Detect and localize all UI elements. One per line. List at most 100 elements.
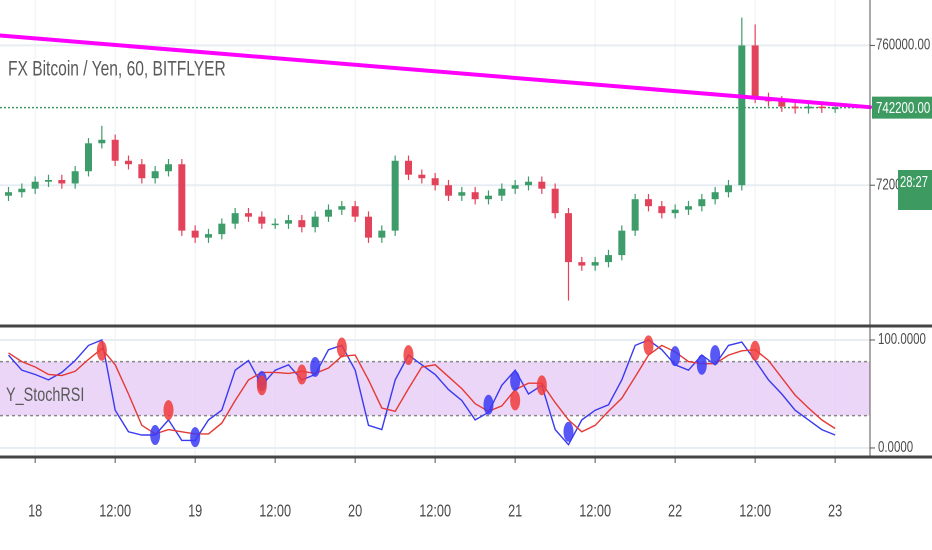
band [0,361,870,416]
candle-body [698,199,706,207]
trend-line [0,33,872,110]
candle-body [538,181,546,189]
candle-body [124,160,132,165]
signal-marker [510,390,521,411]
candle-body [591,262,599,266]
candle-body [258,216,266,224]
candle-body [71,171,79,184]
candle-body [111,139,119,161]
candle-body [498,188,506,196]
candle-body [311,216,319,228]
candle-body [218,223,226,235]
signal-marker [670,346,681,367]
candle-body [138,164,146,179]
candle-body [804,106,812,109]
candle-body [5,192,12,196]
signal-marker [536,375,547,396]
signal-marker [336,337,347,358]
last-price-box [872,96,932,119]
signal-marker [96,340,107,361]
candle-body [524,181,532,186]
candle-body [644,199,652,207]
indicator-title: Y_StochRSI [6,383,84,406]
candle-body [204,234,212,238]
candle-body [244,213,252,217]
last-price-label: 742200.00 [876,99,931,116]
candle-body [391,160,399,231]
candle-body [378,230,386,238]
x-tick-label: 12:00 [739,502,771,521]
x-tick-label: 19 [188,502,202,521]
candle-body [791,106,799,109]
candle-body [191,230,199,238]
signal-marker [510,371,521,392]
candle-body [711,192,719,200]
signal-marker [696,354,707,375]
signal-marker [750,340,761,361]
countdown-box [898,170,932,210]
candle-body [178,164,186,231]
candle-body [458,192,466,196]
candle-body [151,171,159,179]
candle-body [418,174,426,179]
candle-body [364,216,372,238]
signal-marker [710,345,721,366]
candle-body [671,209,679,214]
signal-marker [403,345,414,366]
candle-body [684,206,692,210]
stoch-line [7,339,836,446]
x-tick-label: 12:00 [579,502,611,521]
y-tick-label: 760000.00 [876,36,931,53]
signal-marker [483,394,494,415]
candle-body [58,179,66,184]
signal-marker [563,421,574,442]
candle-body [751,45,759,98]
signal-marker [256,375,267,396]
signal-marker [163,400,174,421]
candle-body [658,206,666,214]
candle-body [604,255,612,263]
candle-body [231,213,239,224]
candle-body [351,206,359,217]
signal-marker [296,364,307,385]
candle-body [164,164,172,172]
candle-body [564,213,572,263]
candle-body [298,220,306,228]
candle-body [404,160,412,175]
signal-marker [190,427,201,448]
candle-body [471,192,479,200]
candle-body [818,106,826,109]
candle-body [84,143,92,172]
candle-body [18,188,26,193]
candle-body [831,107,839,110]
y-tick-label: 100.0000 [878,330,926,347]
candle-body [551,188,559,214]
signal-marker [310,356,321,377]
candle-body [724,185,732,193]
candle-body [431,178,439,186]
signal-marker [643,335,654,356]
x-tick-label: 23 [828,502,842,521]
candle-body [778,101,786,107]
x-tick-label: 20 [348,502,362,521]
candle-body [324,209,332,217]
candle-body [578,262,586,266]
candle-body [31,181,39,189]
x-tick-label: 22 [668,502,682,521]
candle-body [98,139,106,144]
candle-body [631,199,639,231]
candle-body [484,195,492,200]
plot-layer: 1812:001912:002012:002112:002212:0023720… [0,0,932,521]
x-tick-label: 18 [28,502,42,521]
chart-title: FX Bitcoin / Yen, 60, BITFLYER [8,56,226,80]
x-tick-label: 21 [508,502,522,521]
x-tick-label: 12:00 [419,502,451,521]
x-tick-label: 12:00 [259,502,291,521]
x-tick-label: 12:00 [99,502,131,521]
candle-body [618,230,626,256]
candle-body [271,223,279,226]
countdown-label: 28:27 [900,173,928,190]
